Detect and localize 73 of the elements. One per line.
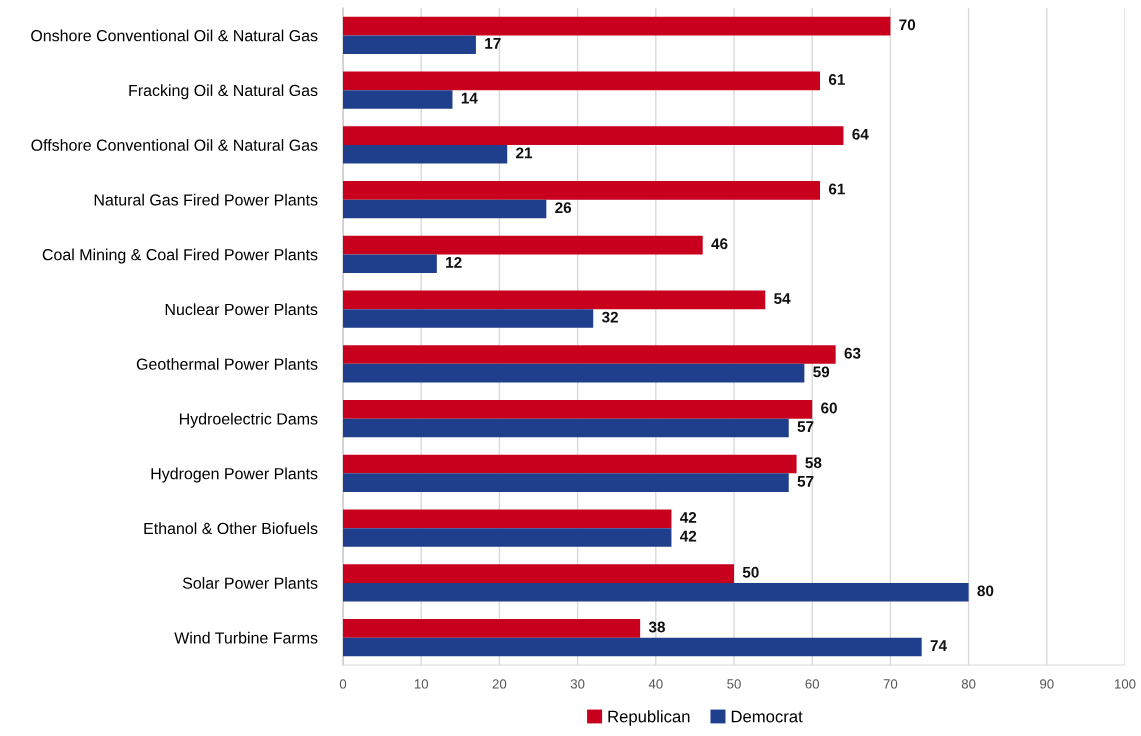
x-tick-label: 60: [805, 679, 820, 689]
data-label: 42: [680, 512, 697, 523]
data-label: 54: [774, 293, 791, 304]
y-tick-label: Natural Gas Fired Power Plants: [94, 193, 318, 206]
legend-label: Republican: [608, 710, 690, 726]
bar: [343, 16, 891, 36]
data-label: 38: [648, 621, 666, 633]
x-tick-label: 10: [414, 679, 429, 689]
bar: [343, 181, 821, 200]
x-tick-label: 50: [727, 679, 741, 689]
x-tick-label: 100: [1115, 679, 1136, 689]
x-tick-label: 40: [648, 679, 663, 689]
data-label: 12: [446, 256, 462, 268]
data-label: 59: [813, 366, 830, 378]
y-tick-label: Geothermal Power Plants: [136, 358, 318, 370]
bar: [343, 363, 805, 383]
bar: [343, 235, 703, 255]
x-tick-label: 0: [339, 679, 347, 689]
bar: [343, 582, 969, 602]
y-tick-label: Hydrogen Power Plants: [151, 467, 318, 483]
y-tick-label: Fracking Oil & Natural Gas: [129, 84, 318, 100]
bar: [343, 90, 453, 109]
data-label: 58: [805, 457, 822, 469]
x-tick-label: 70: [883, 679, 898, 689]
bar: [343, 35, 476, 54]
legend-label: Democrat: [731, 710, 803, 723]
data-label: 60: [821, 402, 837, 414]
data-label: 80: [977, 585, 994, 597]
x-tick-label: 80: [961, 679, 976, 689]
bar: [343, 637, 922, 657]
data-label: 74: [930, 640, 947, 651]
data-label: 14: [461, 92, 478, 104]
y-tick-label: Wind Turbine Farms: [174, 631, 318, 644]
data-label: 42: [680, 530, 697, 542]
bar: [343, 254, 437, 273]
bar: [343, 528, 672, 547]
x-tick-label: 20: [492, 679, 507, 689]
data-label: 26: [555, 202, 572, 214]
bar: [343, 309, 594, 328]
data-label: 63: [844, 347, 861, 359]
data-label: 46: [711, 238, 728, 250]
bar: [343, 199, 547, 219]
x-tick-label: 30: [570, 679, 585, 689]
bar: [343, 454, 797, 474]
y-tick-label: Nuclear Power Plants: [165, 303, 318, 316]
y-tick-label: Offshore Conventional Oil & Natural Gas: [31, 139, 318, 151]
data-label: 64: [852, 128, 869, 140]
bar: [343, 400, 813, 419]
bar: [343, 126, 844, 145]
bar: [343, 144, 508, 164]
y-tick-label: Solar Power Plants: [182, 577, 318, 589]
bar: [343, 71, 821, 91]
bar: [343, 509, 672, 529]
y-tick-label: Ethanol & Other Biofuels: [144, 522, 318, 535]
data-label: 57: [797, 421, 814, 433]
data-label: 70: [899, 19, 916, 31]
bar: [343, 473, 789, 492]
data-label: 21: [516, 147, 533, 159]
bar: [343, 345, 836, 364]
data-label: 17: [485, 38, 501, 49]
y-tick-label: Coal Mining & Coal Fired Power Plants: [42, 248, 318, 264]
data-label: 61: [828, 183, 845, 195]
data-label: 61: [828, 74, 845, 85]
x-tick-label: 90: [1040, 679, 1054, 689]
bar: [343, 290, 766, 310]
data-label: 32: [601, 311, 618, 323]
bar: [343, 418, 789, 438]
bar: [343, 564, 734, 583]
bar: [343, 619, 641, 638]
y-tick-label: Onshore Conventional Oil & Natural Gas: [31, 29, 318, 42]
data-label: 50: [742, 566, 759, 578]
y-tick-label: Hydroelectric Dams: [179, 412, 318, 428]
data-label: 57: [797, 476, 814, 487]
